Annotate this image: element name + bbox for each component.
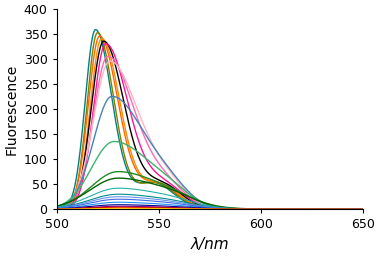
Y-axis label: Fluorescence: Fluorescence — [4, 63, 18, 155]
X-axis label: λ/nm: λ/nm — [191, 237, 229, 252]
